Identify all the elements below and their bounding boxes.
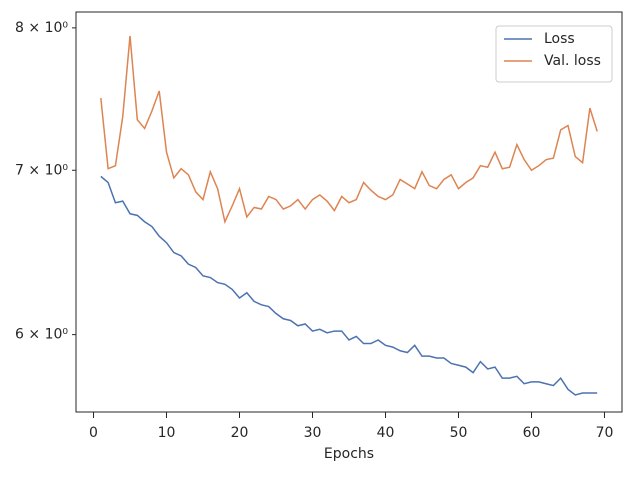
plot-frame	[75, 11, 623, 413]
x-tick-label: 20	[231, 425, 249, 441]
y-tick-label: 6 × 10⁰	[15, 327, 68, 343]
legend: Loss Val. loss	[495, 25, 613, 83]
x-tick-label: 30	[304, 425, 322, 441]
x-tick-label: 60	[523, 425, 541, 441]
x-tick-label: 0	[89, 425, 98, 441]
x-tick-label: 70	[596, 425, 614, 441]
y-tick-label: 8 × 10⁰	[15, 20, 68, 36]
legend-label: Val. loss	[544, 53, 601, 69]
legend-label: Loss	[544, 31, 575, 47]
x-axis-label: Epochs	[324, 446, 374, 462]
legend-box	[495, 25, 613, 83]
x-tick-label: 10	[158, 425, 176, 441]
y-tick-label: 7 × 10⁰	[15, 162, 68, 178]
x-tick-label: 50	[450, 425, 468, 441]
data-line	[100, 175, 598, 396]
x-tick-label: 40	[377, 425, 395, 441]
data-line	[100, 35, 598, 225]
